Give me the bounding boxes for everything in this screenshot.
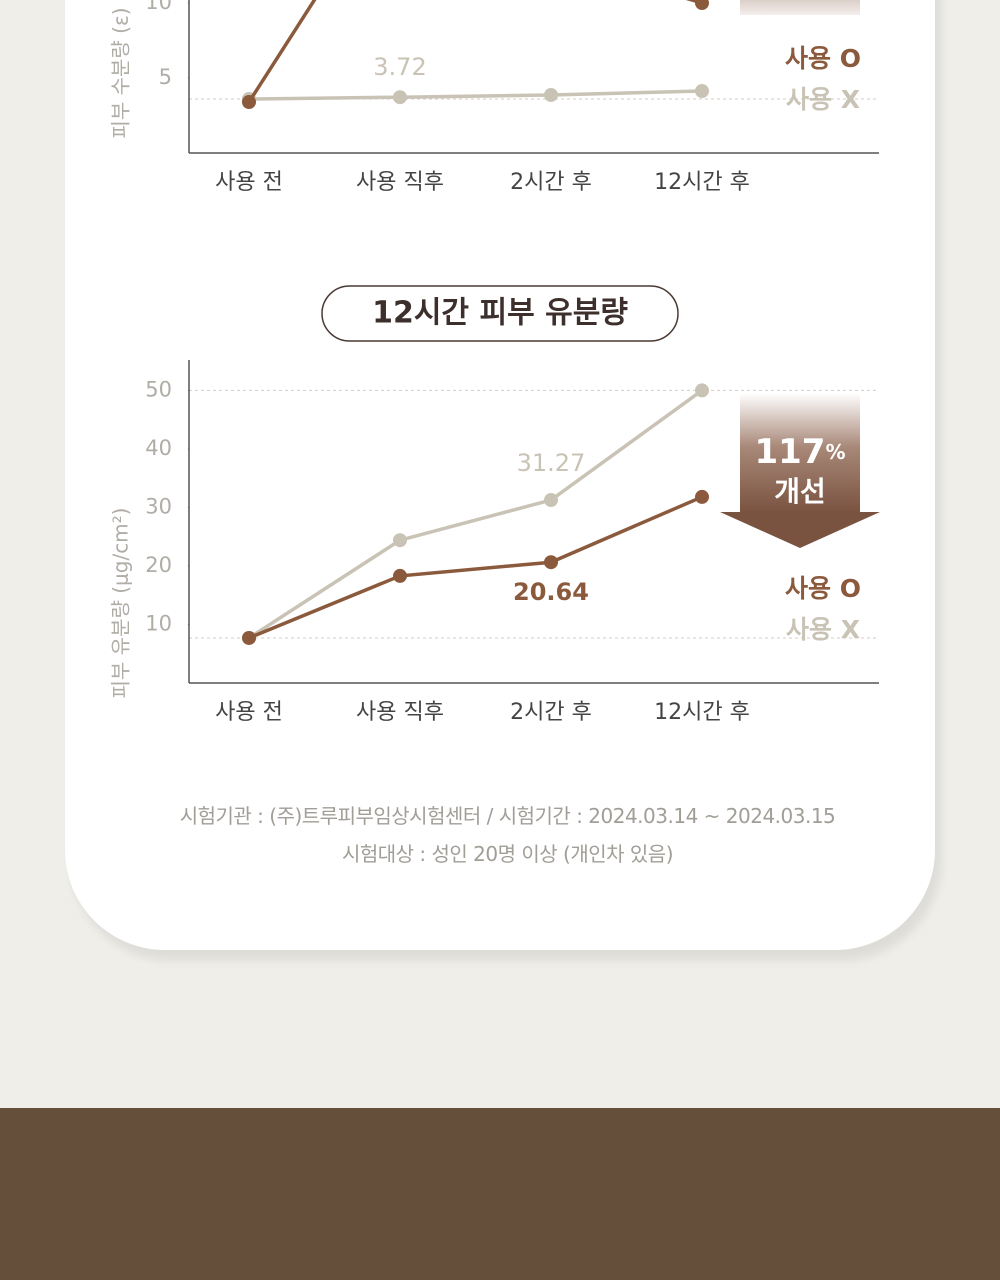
bottom-band	[0, 1108, 1000, 1280]
legend-entry: 사용 O	[785, 574, 861, 603]
point	[695, 489, 709, 504]
improvement-text: 개선	[774, 475, 826, 508]
y-axis-label: 피부 유분량 (μg/cm²)	[109, 508, 133, 699]
x-tick-label: 2시간 후	[510, 170, 592, 195]
point	[393, 568, 407, 583]
x-tick-label: 사용 직후	[356, 700, 444, 725]
point	[695, 84, 709, 99]
point	[544, 555, 558, 570]
point	[242, 95, 256, 109]
x-tick-label: 12시간 후	[654, 700, 750, 725]
x-tick-label: 12시간 후	[654, 170, 750, 195]
y-tick-label: 5	[159, 65, 172, 89]
series-line	[247, 0, 703, 103]
point	[242, 630, 256, 645]
improvement: 117%	[754, 432, 845, 472]
title-pill	[321, 285, 679, 342]
point	[393, 90, 407, 105]
y-tick-label: 40	[145, 436, 172, 460]
y-tick-label: 50	[145, 377, 172, 401]
series-line	[248, 389, 704, 640]
arrow-head	[720, 512, 880, 548]
y-tick-label: 10	[145, 611, 172, 635]
data-label: 20.64	[513, 578, 589, 606]
arrow-fragment	[740, 0, 860, 15]
y-tick-label: 10	[145, 0, 172, 14]
data-label: 31.27	[517, 449, 586, 477]
y-axis-label: 피부 수분량 (ε)	[109, 7, 133, 138]
point	[393, 533, 407, 548]
x-tick-label: 사용 직후	[356, 170, 444, 195]
x-tick-label: 사용 전	[215, 170, 283, 195]
chart-title: 12시간 피부 유분량	[372, 296, 628, 331]
y-tick-label: 20	[145, 553, 172, 577]
legend-entry: 사용 X	[786, 85, 860, 114]
x-tick-label: 2시간 후	[510, 700, 592, 725]
footnote: 시험대상 : 성인 20명 이상 (개인차 있음)	[341, 842, 674, 866]
point	[544, 493, 558, 508]
data-label: 3.72	[373, 53, 426, 81]
improvement-unit: %	[825, 440, 845, 464]
point	[695, 383, 709, 398]
footnote: 시험기관 : (주)트루피부임상시험센터 / 시험기간 : 2024.03.14…	[179, 804, 836, 828]
legend-entry: 사용 X	[786, 615, 860, 644]
arrow-body	[740, 393, 860, 513]
point	[695, 0, 709, 10]
x-tick-label: 사용 전	[215, 700, 283, 725]
series-line	[248, 495, 703, 640]
improvement-number: 117	[754, 432, 825, 472]
series-line	[248, 89, 703, 101]
legend-entry: 사용 O	[785, 44, 861, 73]
point	[544, 87, 558, 102]
y-tick-label: 30	[145, 494, 172, 518]
